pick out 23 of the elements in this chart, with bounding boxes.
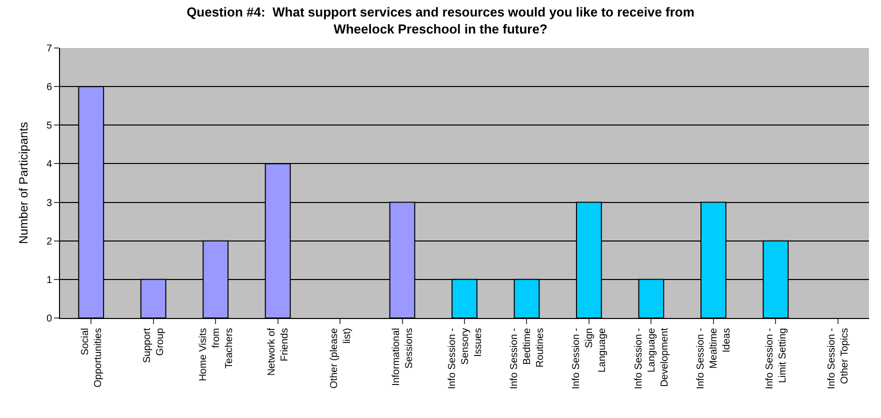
x-tick-label: Info Session - Sensory Issues [446,328,484,390]
x-tick-label: Informational Sessions [391,328,416,386]
x-tick-label: Info Session - Mealtime Ideas [696,328,733,390]
y-tick-label: 1 [46,274,52,286]
x-tick-label: Support Group [142,328,166,364]
x-tick-label: Info Session - Limit Setting [764,328,788,390]
chart-title: Question #4: What support services and resources would you like to receive from Wheelock Preschool in the future? [186,4,694,37]
x-tick-label: Other (please list) [328,328,353,389]
y-tick-label: 5 [46,120,52,132]
x-tick-label: Home Visits from Teachers [198,328,235,382]
x-tick-label: Info Session - Sign Language [571,328,608,390]
y-tick-label: 7 [46,44,52,54]
y-tick-label: 6 [46,82,52,94]
x-tick-label: Info Session - Language Development [633,328,670,390]
y-axis-title: Number of Participants [16,122,31,244]
y-tick-label: 3 [46,198,52,209]
y-tick-label: 2 [46,236,52,248]
x-tick-label: Social Opportunities [80,328,104,388]
y-tick-label: 4 [46,159,52,170]
y-tick-label: 0 [46,314,52,324]
x-tick-label: Network of Friends [266,328,291,376]
x-tick-label: Info Session - Other Topics [826,328,851,390]
x-tick-label: Info Session - Bedtime Routines [508,328,546,390]
